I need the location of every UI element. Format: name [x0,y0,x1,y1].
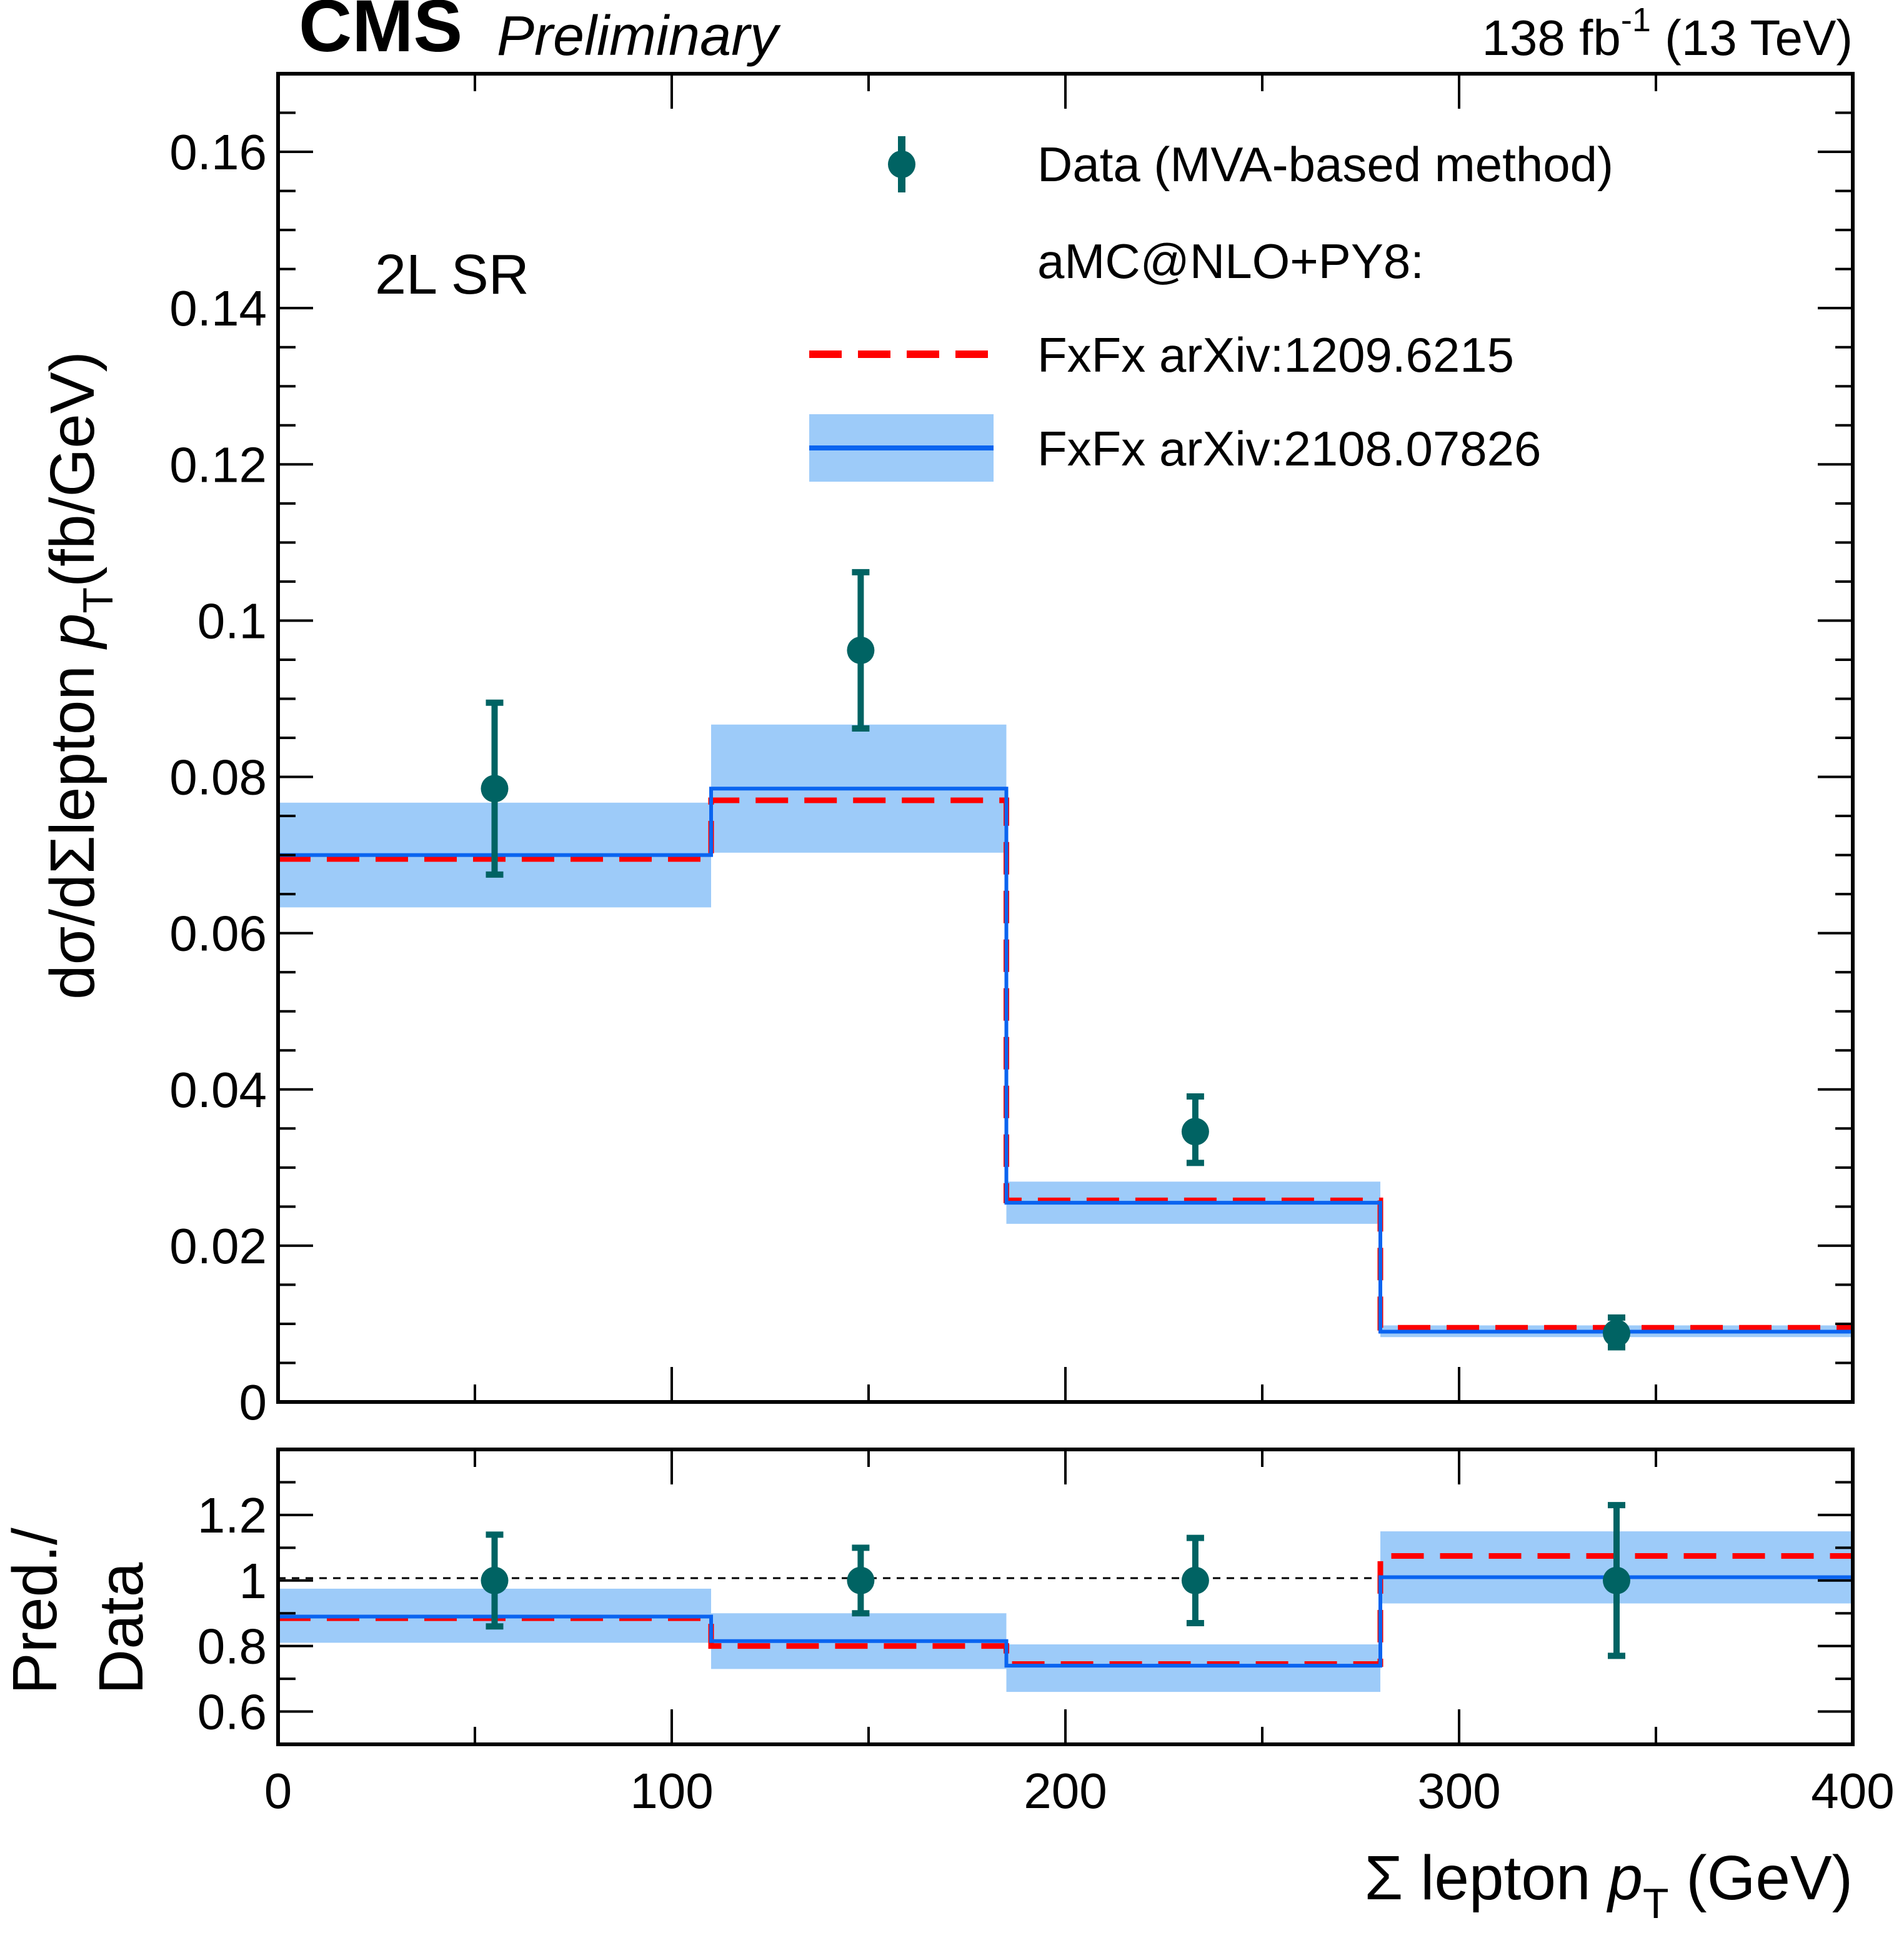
main-prediction-lines [278,787,1853,1334]
ratio-line-red-dashed [278,1553,1853,1667]
y-axis-title: dσ/dΣlepton pT(fb/GeV) [37,351,122,1000]
legend: Data (MVA-based method) aMC@NLO+PY8: FxF… [809,136,1613,482]
x-tick-label: 400 [1811,1763,1894,1819]
y-tick-label: 0.1 [197,593,267,648]
ratio-tick-labels: 0.6 0.8 1 1.2 [197,1488,267,1740]
ratio-data-point-3 [1181,1566,1209,1594]
x-tick-label: 0 [264,1763,292,1819]
y-tick-labels: 0 0.02 0.04 0.06 0.08 0.1 0.12 0.14 0.16 [169,124,267,1430]
legend-blue-label: FxFx arXiv:2108.07826 [1037,421,1541,476]
legend-data-label: Data (MVA-based method) [1037,137,1613,192]
legend-red-label: FxFx arXiv:1209.6215 [1037,327,1514,382]
y-tick-label: 0.12 [169,437,267,492]
y-tick-label: 0.16 [169,124,267,180]
legend-data-marker [888,136,915,192]
y-tick-label: 0.14 [169,281,267,336]
ratio-axis-title-line2: Data [86,1562,156,1694]
ratio-tick-label: 1 [239,1553,267,1609]
ratio-band-bin-3 [1006,1644,1380,1692]
lumi-label: 138 fb-1 (13 TeV) [1482,1,1853,66]
main-uncertainty-bands [278,724,1853,1338]
preliminary-label: Preliminary [497,5,781,67]
data-point-4 [1603,1319,1630,1347]
cms-label: CMS [299,0,462,67]
data-point-2 [847,636,875,664]
legend-generator-label: aMC@NLO+PY8: [1037,234,1424,289]
ratio-prediction-lines [278,1553,1853,1668]
ratio-tick-label: 0.8 [197,1619,267,1674]
y-tick-label: 0.04 [169,1062,267,1118]
main-axis-ticks [277,72,1854,1403]
y-tick-label: 0.08 [169,750,267,805]
ratio-data-point-1 [481,1566,509,1594]
ratio-data-point-4 [1603,1566,1630,1594]
data-point-3 [1181,1118,1209,1146]
ratio-axis-title-line1: Pred./ [0,1528,70,1694]
x-tick-label: 100 [630,1763,713,1819]
main-data-points [481,569,1630,1351]
ratio-line-blue [278,1575,1853,1668]
ratio-data-point-2 [847,1566,875,1594]
ratio-panel-frame [276,1448,1855,1746]
region-label: 2L SR [375,244,529,306]
ratio-tick-label: 0.6 [197,1684,267,1740]
x-tick-label: 200 [1024,1763,1107,1819]
y-tick-label: 0.06 [169,906,267,962]
ratio-data-points [481,1502,1630,1659]
data-point-1 [481,775,509,803]
x-tick-label: 300 [1417,1763,1500,1819]
main-panel-frame [276,72,1855,1404]
x-tick-labels: 0 100 200 300 400 [264,1763,1895,1819]
x-axis-title: Σ lepton pT (GeV) [1365,1843,1853,1927]
y-tick-label: 0.02 [169,1218,267,1274]
ratio-tick-label: 1.2 [197,1488,267,1543]
series-line-blue [278,787,1853,1334]
y-tick-label: 0 [239,1374,267,1430]
